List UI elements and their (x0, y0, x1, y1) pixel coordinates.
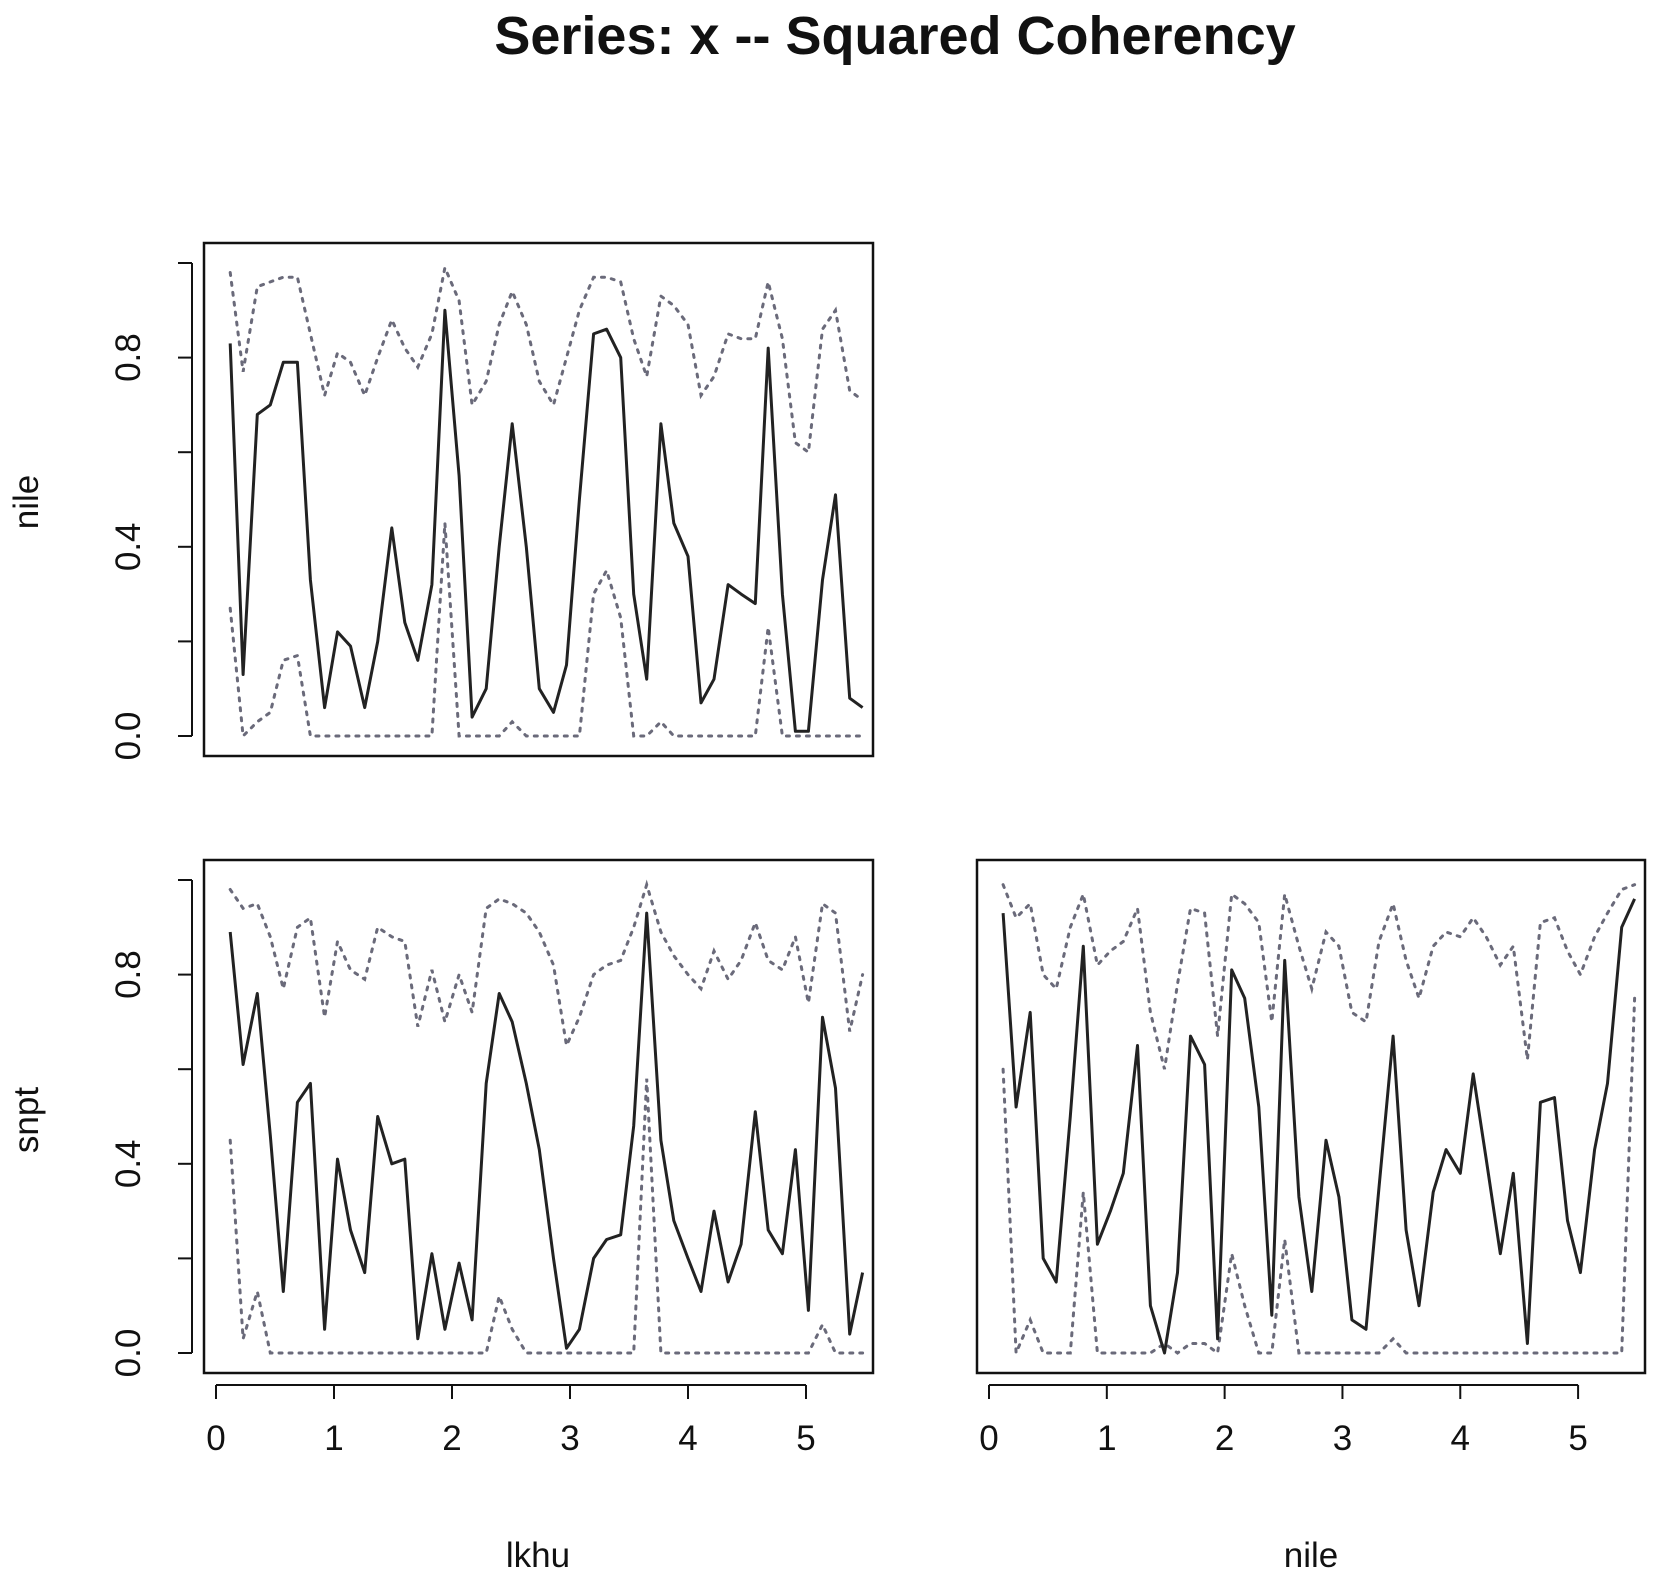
lower-bound-line (1001, 996, 1637, 1356)
x-tick-label: 5 (1568, 1419, 1587, 1458)
row-label-nile: nile (7, 475, 46, 529)
panel-nile-lkhu: 0.0 0.4 0.8 (109, 241, 875, 761)
panel-frame (975, 858, 1647, 1375)
y-tick-label: 0.0 (109, 712, 148, 761)
x-tick-label: 2 (442, 1419, 461, 1458)
y-tick-label: 0.8 (109, 333, 148, 382)
lower-bound-line (228, 1078, 865, 1355)
column-label-nile: nile (1284, 1536, 1338, 1575)
upper-bound-line (228, 879, 865, 1051)
lower-bound-line (228, 523, 865, 740)
x-tick-label: 0 (979, 1419, 998, 1458)
x-tick-label: 3 (1333, 1419, 1352, 1458)
panel-frame (202, 858, 875, 1375)
x-tick-label: 1 (324, 1419, 343, 1458)
column-label-lkhu: lkhu (506, 1536, 570, 1575)
panels: 0.0 0.4 0.8 0.0 0.4 0.8 0 1 2 3 4 5 0 1 2 3 4 5 (109, 241, 1647, 1458)
coherency-line (228, 911, 865, 1350)
x-tick-label: 0 (206, 1419, 225, 1458)
row-label-snpt: snpt (7, 1087, 46, 1153)
x-tick-label: 4 (1451, 1419, 1470, 1458)
x-tick-label: 4 (678, 1419, 697, 1458)
upper-bound-line (228, 262, 865, 455)
y-tick-label: 0.4 (109, 522, 148, 571)
y-tick-label: 0.8 (109, 950, 148, 999)
panel-snpt-nile: 0 1 2 3 4 5 (975, 858, 1647, 1458)
y-tick-label: 0.4 (109, 1139, 148, 1188)
panel-snpt-lkhu: 0.0 0.4 0.8 0 1 2 3 4 5 (109, 858, 875, 1458)
y-tick-label: 0.0 (109, 1329, 148, 1378)
chart-title: Series: x -- Squared Coherency (494, 6, 1295, 66)
x-tick-label: 2 (1215, 1419, 1234, 1458)
upper-bound-line (1001, 883, 1637, 1070)
x-tick-label: 1 (1097, 1419, 1116, 1458)
x-tick-label: 3 (560, 1419, 579, 1458)
x-tick-label: 5 (796, 1419, 815, 1458)
coherency-line (1001, 898, 1636, 1355)
coherency-line (228, 308, 864, 733)
panel-frame (202, 241, 875, 758)
